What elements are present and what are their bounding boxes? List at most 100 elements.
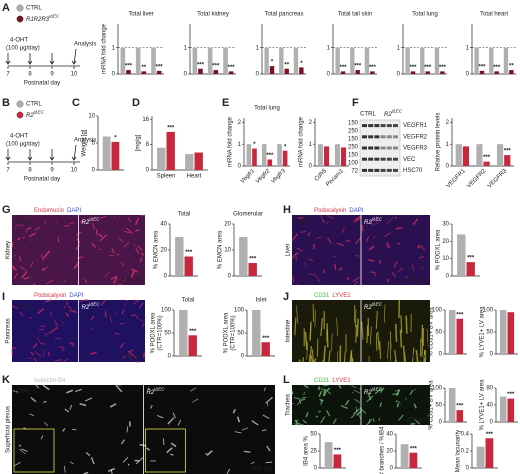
label: R2iΔEC [364,217,383,226]
bar [334,144,340,166]
vessel [383,304,386,323]
vessel [170,453,174,456]
vessel [139,319,144,322]
vessel [120,439,125,445]
bar [456,318,464,354]
vessel [18,255,22,262]
bar [277,144,282,166]
vessel [415,349,419,363]
vessel [366,236,370,243]
y-tick-label: 40 [386,432,393,438]
vessel [126,426,129,433]
blot-band [362,135,367,139]
y-axis-label: IB4 area % [304,435,310,465]
vessel [361,224,364,232]
stain: CD31 [314,378,330,384]
bar [269,66,275,74]
vessel [292,276,295,283]
vessel [44,422,49,427]
bar [207,47,213,74]
vessel [393,261,398,268]
vessel [99,234,108,242]
significance: *** [507,392,515,398]
x-tick-label: Heart [187,174,202,180]
vessel [419,360,422,363]
blot-band [393,168,398,172]
vessel [372,418,375,423]
vessel [336,317,339,336]
kda-label: 150 [348,121,359,127]
vessel [394,349,397,363]
y-axis-label: % EMCN area [218,230,224,269]
significance: *** [185,250,193,256]
bar [479,70,485,74]
y-axis-label: [mg/g] [136,134,142,151]
x-tick-label: Vegfr3 [270,168,287,185]
label: R1R2R3iΔEC [26,14,60,23]
bar [184,256,193,276]
bar [246,144,252,166]
y-tick-label: 100 [161,308,172,314]
bar [499,396,507,422]
vessel [115,311,118,316]
blot-band [380,157,386,161]
vessel [170,442,177,448]
bar [126,70,131,74]
vessel [341,227,345,234]
blot-band [374,135,380,139]
vessel [104,311,107,318]
stain: LYVE1 [332,378,351,384]
bar [499,310,507,354]
y-tick-label: 50 [435,403,442,409]
vessel [387,278,390,283]
vessel [374,273,377,277]
vessel [318,410,321,413]
injection-arrow [49,149,55,161]
significance: *** [262,336,270,342]
vessel [340,405,349,410]
tissue-label: Pancreas [6,318,12,343]
y-tick-label: 20 [442,239,449,245]
blot-band [374,146,380,150]
scale-label: 500 μm [252,467,272,473]
label-sup: iΔEC [49,14,60,19]
vessel [309,322,312,341]
bar [474,47,479,74]
chart-title: Total liver [128,12,153,18]
label-sup: iΔEC [154,387,165,392]
bar [293,47,299,74]
vessel [423,350,426,363]
bar [507,398,515,422]
significance: *** [456,404,464,410]
bar [151,47,156,74]
bar [462,146,470,166]
vessel [18,444,22,447]
injection-arrow [5,149,11,161]
y-tick-label: 5 [92,141,96,147]
significance: *** [467,256,475,262]
vessel [142,352,146,358]
legend-marker [16,100,24,108]
vessel [304,331,308,350]
vessel [316,338,319,357]
bar [279,47,284,74]
vessel [30,261,34,268]
vessel [333,255,336,258]
vessel [318,390,323,397]
y-tick-label: 2 [238,120,242,126]
vessel [128,352,132,360]
y-axis-label: mRNA fold change [102,23,108,74]
kda-label: 250 [348,145,359,151]
bar [457,234,466,276]
blot-band [374,168,380,172]
vessel [413,403,417,409]
bar [409,452,418,468]
vessel [298,359,301,363]
blot-band [386,135,392,139]
tissue-label: Kidney [6,241,12,259]
vessel [18,449,26,455]
bar [188,335,197,356]
bar [440,71,445,74]
scale-label: 50 μm [125,355,142,361]
vessel [338,384,342,389]
